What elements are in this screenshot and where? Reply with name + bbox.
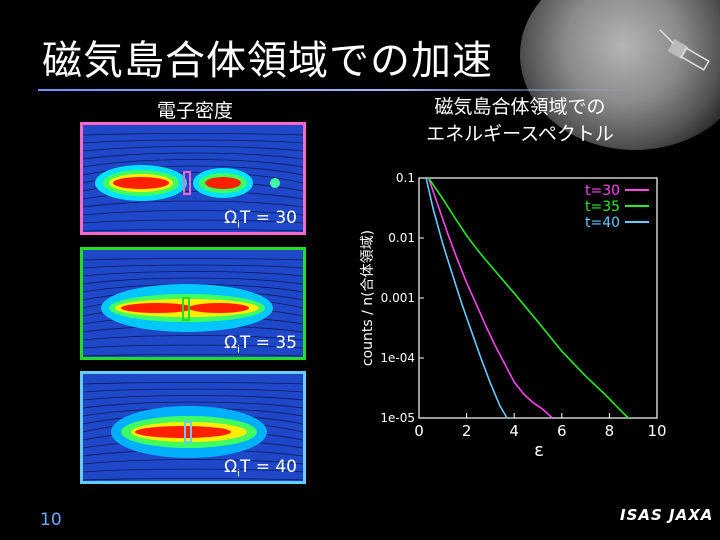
chart-series xyxy=(425,177,629,419)
field-line xyxy=(83,382,303,385)
panel-label-t40: ΩiT = 40 xyxy=(224,456,297,479)
satellite-icon xyxy=(659,29,710,71)
field-line xyxy=(83,191,303,200)
x-tick-label: 4 xyxy=(509,422,519,440)
slide-title: 磁気島合体領域での加速 xyxy=(42,38,493,84)
field-line xyxy=(83,468,303,473)
y-tick-label: 0.1 xyxy=(396,171,415,185)
field-line xyxy=(83,152,303,160)
field-line xyxy=(83,388,303,393)
page-number: 10 xyxy=(40,510,62,530)
series-line-t=40 xyxy=(425,177,508,419)
series-line-t=35 xyxy=(427,177,629,419)
isas-jaxa-logo: ISAS JAXA xyxy=(620,506,714,524)
field-line xyxy=(83,395,303,401)
field-line xyxy=(83,459,303,465)
field-line xyxy=(83,354,303,357)
plot-frame xyxy=(418,177,658,419)
y-tick-label: 1e-04 xyxy=(380,351,415,365)
field-line xyxy=(83,478,303,481)
y-tick-label: 0.001 xyxy=(381,291,415,305)
field-line xyxy=(83,229,303,232)
x-axis-label: ε xyxy=(534,440,544,460)
x-tick-label: 6 xyxy=(557,422,567,440)
density-panel-t35: ΩiT = 35 xyxy=(80,247,306,360)
field-line xyxy=(83,139,303,144)
field-line xyxy=(83,271,303,277)
spectrum-caption-line2: エネルギースペクトル xyxy=(426,123,614,145)
field-line xyxy=(83,219,303,224)
chart-axes: 0 2 4 6 8 10 0.1 0.01 0.001 1e-04 1e-05 xyxy=(380,171,666,440)
x-tick-label: 8 xyxy=(605,422,615,440)
density-map-t30 xyxy=(83,133,303,232)
electron-density-caption: 電子密度 xyxy=(156,100,233,122)
chart-legend: t=30t=35t=40 xyxy=(585,183,649,231)
density-map-t35 xyxy=(83,258,303,357)
field-line xyxy=(83,401,303,409)
title-underline xyxy=(38,89,638,91)
y-tick-label: 0.01 xyxy=(388,231,415,245)
x-tick-label: 2 xyxy=(462,422,472,440)
field-line xyxy=(83,200,303,208)
field-line xyxy=(83,258,303,261)
legend-label: t=35 xyxy=(585,199,620,215)
panel-label-t35: ΩiT = 35 xyxy=(224,332,297,355)
field-line xyxy=(83,159,303,168)
density-panel-t40: ΩiT = 40 xyxy=(80,371,306,484)
field-line xyxy=(83,210,303,216)
x-tick-label: 0 xyxy=(414,422,424,440)
y-tick-label: 1e-05 xyxy=(380,411,415,425)
field-line xyxy=(83,277,303,285)
panel-label-t30: ΩiT = 30 xyxy=(224,207,297,230)
field-line xyxy=(83,344,303,349)
legend-label: t=40 xyxy=(585,215,620,231)
field-line xyxy=(83,133,303,136)
x-tick-label: 10 xyxy=(647,422,666,440)
legend-label: t=30 xyxy=(585,183,620,199)
series-line-t=30 xyxy=(427,177,553,419)
density-map-t40 xyxy=(83,382,303,481)
field-line xyxy=(83,264,303,269)
density-panel-t30: ΩiT = 30 xyxy=(80,122,306,235)
energy-spectrum-chart: 0 2 4 6 8 10 0.1 0.01 0.001 1e-04 1e-05 t=30t=35t=… xyxy=(359,171,667,460)
spectrum-caption-line1: 磁気島合体領域での xyxy=(434,96,606,118)
y-axis-label: counts / n(合体領域) xyxy=(359,230,376,366)
field-line xyxy=(83,335,303,341)
field-line xyxy=(83,146,303,152)
